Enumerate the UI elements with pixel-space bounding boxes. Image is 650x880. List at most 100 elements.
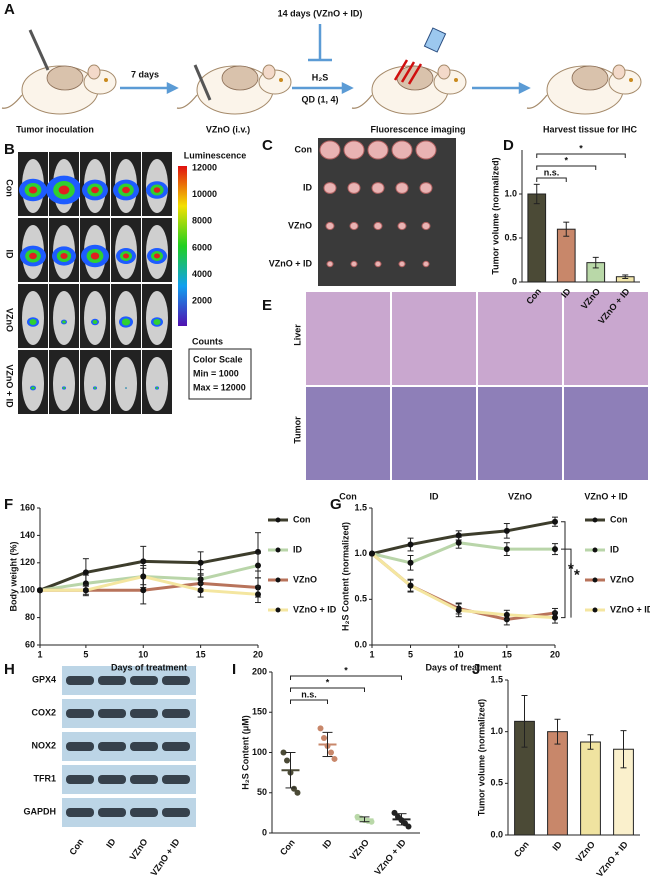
band — [130, 808, 158, 817]
scale-text: Min = 1000 — [193, 368, 239, 378]
data-point — [255, 591, 261, 598]
dose-label: QD (1, 4) — [301, 94, 338, 104]
legend-label: Con — [293, 514, 311, 524]
scale-box — [188, 348, 252, 400]
mouse-illustration — [176, 64, 292, 115]
mouse-silhouette — [146, 357, 168, 411]
colorbar-tick: 12000 — [192, 162, 217, 172]
mouse-silhouette — [84, 291, 106, 345]
legend-marker — [592, 517, 598, 523]
legend-marker — [592, 577, 598, 583]
y-tick-label: 0.5 — [354, 594, 367, 604]
panel-label: J — [472, 661, 480, 678]
colorbar — [178, 166, 187, 326]
signal — [29, 252, 37, 260]
y-tick-label: 1.5 — [354, 502, 367, 512]
scale-text: Max = 12000 — [193, 382, 246, 392]
data-point — [503, 527, 510, 534]
panel-label: D — [503, 137, 514, 154]
tumor — [419, 182, 433, 194]
y-axis-label: H₂S Content (μM) — [240, 715, 250, 790]
significance-bracket — [290, 675, 402, 680]
band — [98, 808, 126, 817]
x-tick-label: 20 — [253, 649, 263, 659]
data-point — [140, 587, 147, 594]
x-tick-label: 15 — [502, 649, 512, 659]
x-tick-label: ID — [550, 839, 564, 853]
mouse-silhouette — [84, 357, 106, 411]
column-label: ID — [104, 836, 118, 850]
band — [66, 742, 94, 751]
colorbar-tick: 6000 — [192, 242, 212, 252]
signal — [154, 253, 160, 259]
legend-marker — [275, 577, 281, 583]
row-label: Con — [295, 144, 313, 154]
histology-image — [392, 387, 476, 480]
tumor — [421, 221, 431, 231]
tumor — [319, 140, 341, 160]
y-tick-label: 200 — [252, 666, 267, 676]
camera — [423, 27, 447, 53]
tumor — [391, 140, 413, 160]
histology-image — [306, 292, 390, 385]
x-tick-label: ID — [320, 837, 334, 851]
data-point — [291, 785, 297, 792]
significance-bracket — [561, 521, 572, 619]
mouse-silhouette — [53, 291, 75, 345]
colorbar-tick: 4000 — [192, 269, 212, 279]
x-tick-label: VZnO — [348, 837, 371, 862]
band — [98, 676, 126, 685]
x-tick-label: 15 — [196, 649, 206, 659]
significance-label: * — [568, 561, 574, 578]
significance-label: * — [579, 143, 583, 153]
y-tick-label: 0.5 — [490, 778, 503, 788]
arrows — [120, 24, 531, 95]
tumor — [323, 182, 337, 194]
signal — [60, 253, 68, 259]
signal — [121, 318, 131, 326]
band — [162, 742, 190, 751]
signal — [125, 387, 127, 389]
panel-label: E — [262, 297, 272, 314]
column-label: VZnO — [128, 837, 150, 862]
signal — [90, 252, 100, 260]
y-tick-label: 160 — [20, 502, 35, 512]
row-label: ID — [303, 182, 313, 192]
significance-bracket — [290, 699, 328, 704]
tumor — [350, 260, 358, 268]
data-point — [321, 735, 327, 742]
band — [130, 676, 158, 685]
x-tick-label: Con — [512, 839, 531, 859]
data-point — [280, 749, 287, 756]
data-point — [552, 614, 558, 621]
x-tick-label: 1 — [37, 649, 42, 659]
tumor — [415, 140, 437, 160]
duration-label: 14 days (VZnO + ID) — [278, 8, 363, 18]
colorbar-tick: 2000 — [192, 296, 212, 306]
band — [130, 775, 158, 784]
colorbar-tick: 8000 — [192, 216, 212, 226]
row-label: VZnO + ID — [269, 258, 313, 268]
signal — [91, 186, 99, 194]
y-tick-label: 140 — [20, 530, 35, 540]
legend-label: Con — [610, 514, 628, 524]
schematic: A 7 days 14 days (VZnO + ID) H₂S QD (1, … — [1, 1, 642, 134]
tumor — [371, 182, 385, 194]
data-point — [503, 546, 510, 553]
band — [98, 709, 126, 718]
tumor — [398, 260, 406, 268]
panel-label: F — [4, 496, 13, 513]
data-point — [503, 611, 510, 618]
band — [130, 709, 158, 718]
x-tick-label: Con — [278, 837, 297, 857]
panel-label: G — [330, 496, 342, 513]
y-tick-label: 1.0 — [354, 548, 367, 558]
band — [162, 709, 190, 718]
band — [66, 808, 94, 817]
x-axis-label: Days of treatment — [425, 662, 501, 672]
y-tick-label: 50 — [257, 787, 267, 797]
tumor — [347, 182, 361, 194]
tumor — [326, 260, 334, 268]
data-point — [294, 789, 301, 796]
bar — [547, 731, 568, 836]
